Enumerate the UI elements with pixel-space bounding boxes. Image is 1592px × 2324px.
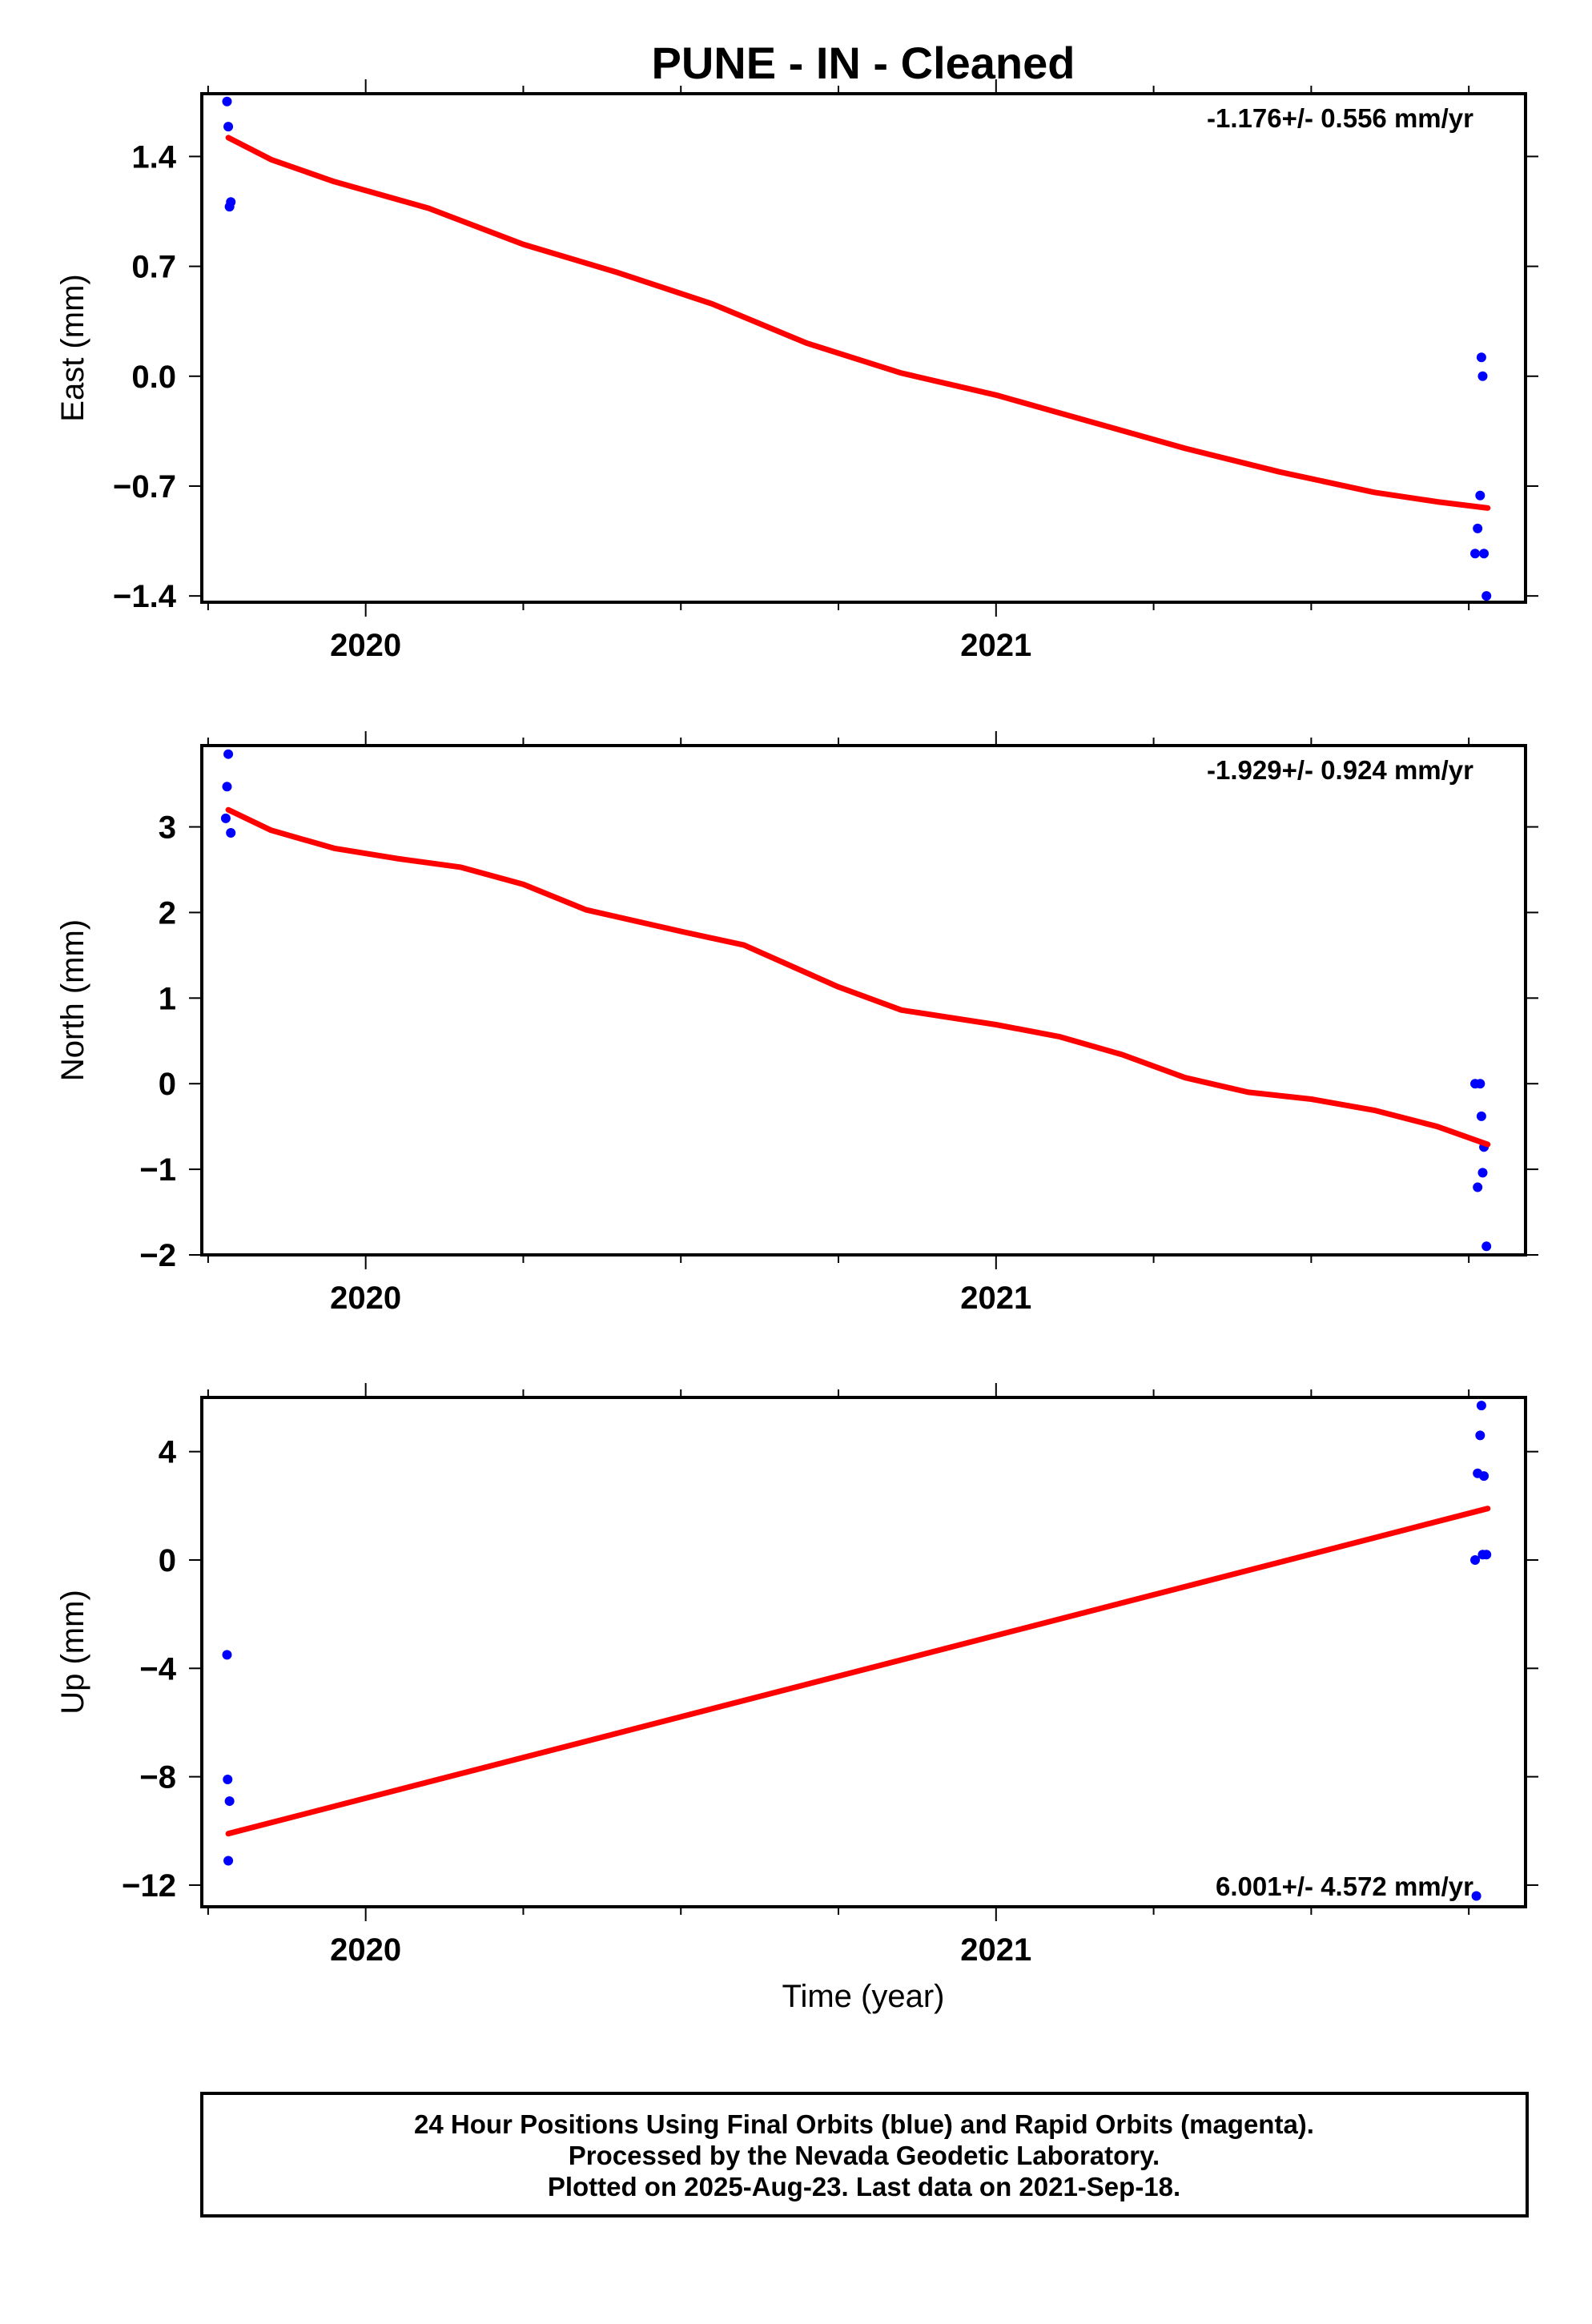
y-axis-label: Up (mm) [55,1590,90,1715]
x-tick-label: 2020 [330,628,401,663]
y-tick-label: −1 [139,1152,176,1188]
data-point [1470,1554,1481,1565]
data-point [224,1796,235,1807]
data-point [226,197,236,207]
data-point [1479,549,1489,559]
data-point [1471,1891,1481,1901]
y-tick-label: 0.7 [131,250,176,285]
data-point [223,749,234,759]
plot-frame [200,1396,1527,1908]
data-point [1470,549,1481,559]
data-point [223,1856,234,1866]
y-axis-label: North (mm) [55,919,90,1081]
y-tick-label: −8 [139,1760,176,1795]
data-point [1475,1079,1485,1089]
data-point [1476,1401,1486,1411]
data-point [1473,523,1483,533]
y-tick-label: 2 [159,895,176,931]
data-point [1477,371,1488,381]
rate-label: -1.929+/- 0.924 mm/yr [1207,755,1473,785]
data-point [1475,1430,1485,1441]
fit-line [225,806,1491,1148]
y-tick-label: 0 [159,1067,176,1102]
up-panel: 4 0 −4 −8 −12 2020 2021 Up (mm) 6.001+/- 4.572 m… [55,1383,1538,1968]
y-tick-label: −4 [139,1651,176,1687]
y-tick-label: −1.4 [113,579,177,614]
y-tick-label: 4 [159,1435,177,1470]
y-tick-label: −2 [139,1238,176,1273]
data-point [226,828,236,838]
x-axis-label: Time (year) [782,1979,945,2014]
caption-line-2: Processed by the Nevada Geodetic Laborat… [569,2141,1160,2170]
x-tick-label: 2021 [960,1281,1031,1316]
x-tick-label: 2020 [330,1281,401,1316]
caption-line-3: Plotted on 2025-Aug-23. Last data on 202… [548,2172,1180,2201]
data-point [1476,352,1486,363]
y-tick-label: 0.0 [131,360,176,395]
data-point [222,96,232,107]
y-tick-label: 1 [159,981,176,1016]
data-point [1477,1168,1488,1178]
rate-label: 6.001+/- 4.572 mm/yr [1216,1872,1473,1901]
y-tick-label: 1.4 [131,139,176,175]
x-tick-label: 2020 [330,1932,401,1968]
data-point [1479,1471,1489,1482]
rate-label: -1.176+/- 0.556 mm/yr [1207,103,1473,133]
chart-title: PUNE - IN - Cleaned [652,38,1075,88]
y-tick-label: 3 [159,810,176,846]
data-point [1475,490,1485,501]
y-tick-label: −12 [122,1868,176,1904]
data-point [1481,1241,1492,1252]
caption-box [200,2092,1529,2217]
data-point [223,122,234,132]
data-point [220,813,231,823]
y-tick-label: −0.7 [113,469,176,505]
plot-frame [200,92,1527,604]
y-axis-label: East (mm) [55,274,90,421]
data-point [223,1775,233,1784]
data-point [1481,591,1492,601]
data-point [1476,1111,1486,1121]
data-point [222,1650,232,1660]
fit-line [225,135,1491,511]
x-tick-label: 2021 [960,1932,1031,1968]
x-tick-label: 2021 [960,628,1031,663]
data-point [1481,1550,1492,1560]
plot-frame [200,744,1527,1256]
east-panel: 1.4 0.7 0.0 −0.7 −1.4 2020 2021 East (mm) -1.176… [55,79,1538,663]
data-point [222,782,232,792]
data-point [1473,1182,1483,1192]
y-tick-label: 0 [159,1543,176,1578]
north-panel: 3 2 1 0 −1 −2 2020 2021 North (mm) -1.929+/- 0.92… [55,731,1538,1316]
caption-line-1: 24 Hour Positions Using Final Orbits (bl… [414,2109,1314,2139]
fit-line [225,1506,1491,1837]
